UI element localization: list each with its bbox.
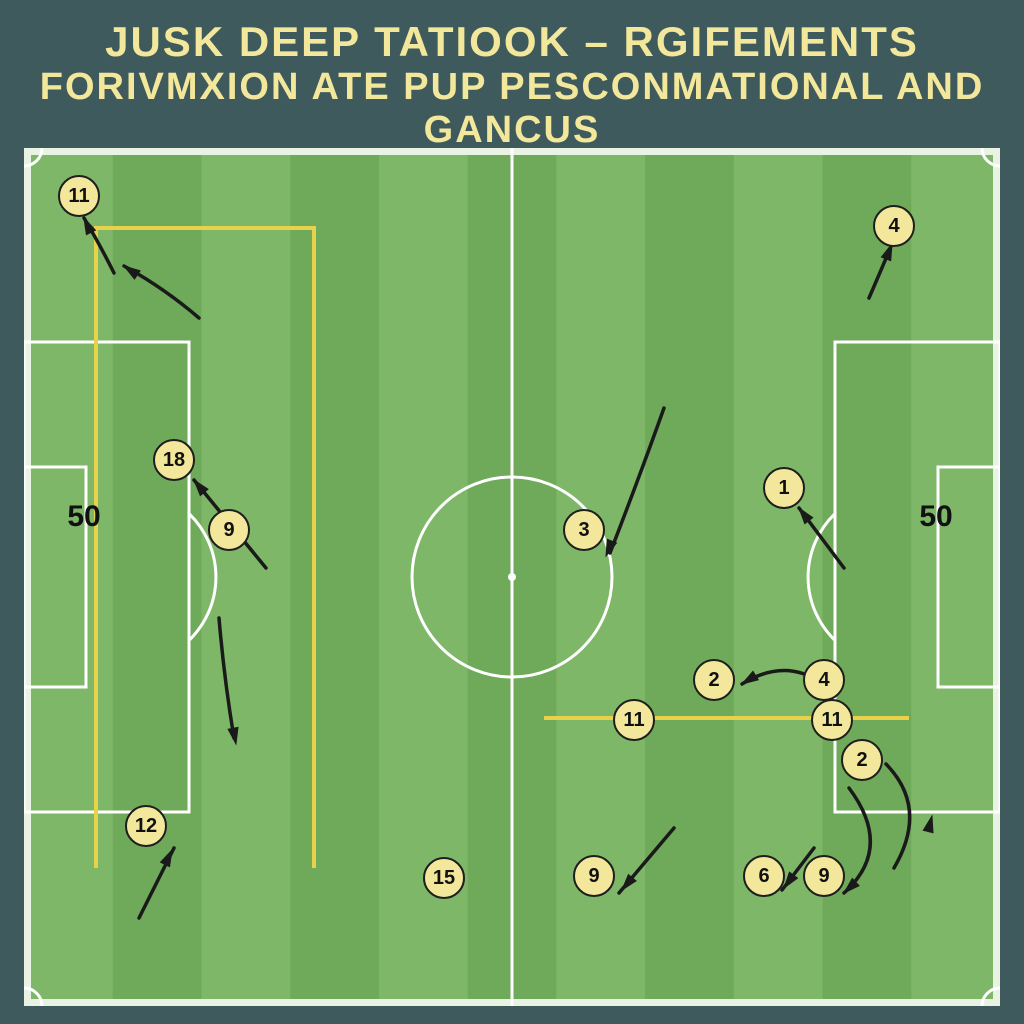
player-marker: 4	[874, 206, 914, 246]
player-number: 2	[708, 669, 719, 691]
player-marker: 15	[424, 858, 464, 898]
player-number: 6	[758, 865, 769, 887]
player-number: 4	[888, 215, 900, 237]
player-marker: 1	[764, 468, 804, 508]
player-marker: 11	[812, 700, 852, 740]
player-number: 2	[856, 749, 867, 771]
title-line-2: FORIVMXION ATE PUP PESCONMATIONAL AND GA…	[0, 66, 1024, 152]
diagram-header: JUSK DEEP TATIOOK – RGIFEMENTS FORIVMXIO…	[0, 0, 1024, 152]
player-number: 1	[778, 477, 789, 499]
player-marker: 2	[694, 660, 734, 700]
player-marker: 12	[126, 806, 166, 846]
player-number: 3	[578, 519, 589, 541]
player-marker: 4	[804, 660, 844, 700]
tactics-diagram-frame: JUSK DEEP TATIOOK – RGIFEMENTS FORIVMXIO…	[0, 0, 1024, 1024]
player-number: 12	[135, 815, 157, 837]
player-marker: 9	[209, 510, 249, 550]
player-marker: 9	[804, 856, 844, 896]
player-marker: 18	[154, 440, 194, 480]
player-number: 11	[68, 185, 89, 207]
player-number: 9	[818, 865, 829, 887]
player-number: 11	[821, 709, 842, 731]
soccer-pitch: 50501141893124111121215969	[24, 148, 1000, 1006]
player-number: 9	[223, 519, 234, 541]
player-number: 15	[433, 867, 455, 889]
title-line-1: JUSK DEEP TATIOOK – RGIFEMENTS	[0, 18, 1024, 66]
player-number: 18	[163, 449, 185, 471]
player-number: 4	[818, 669, 830, 691]
pitch-container: 50501141893124111121215969	[24, 148, 1000, 1006]
player-marker: 3	[564, 510, 604, 550]
player-marker: 6	[744, 856, 784, 896]
pitch-label: 50	[67, 500, 100, 533]
player-number: 9	[588, 865, 599, 887]
player-number: 11	[623, 709, 644, 731]
player-marker: 11	[59, 176, 99, 216]
player-marker: 2	[842, 740, 882, 780]
pitch-label: 50	[919, 500, 952, 533]
player-marker: 11	[614, 700, 654, 740]
player-marker: 9	[574, 856, 614, 896]
